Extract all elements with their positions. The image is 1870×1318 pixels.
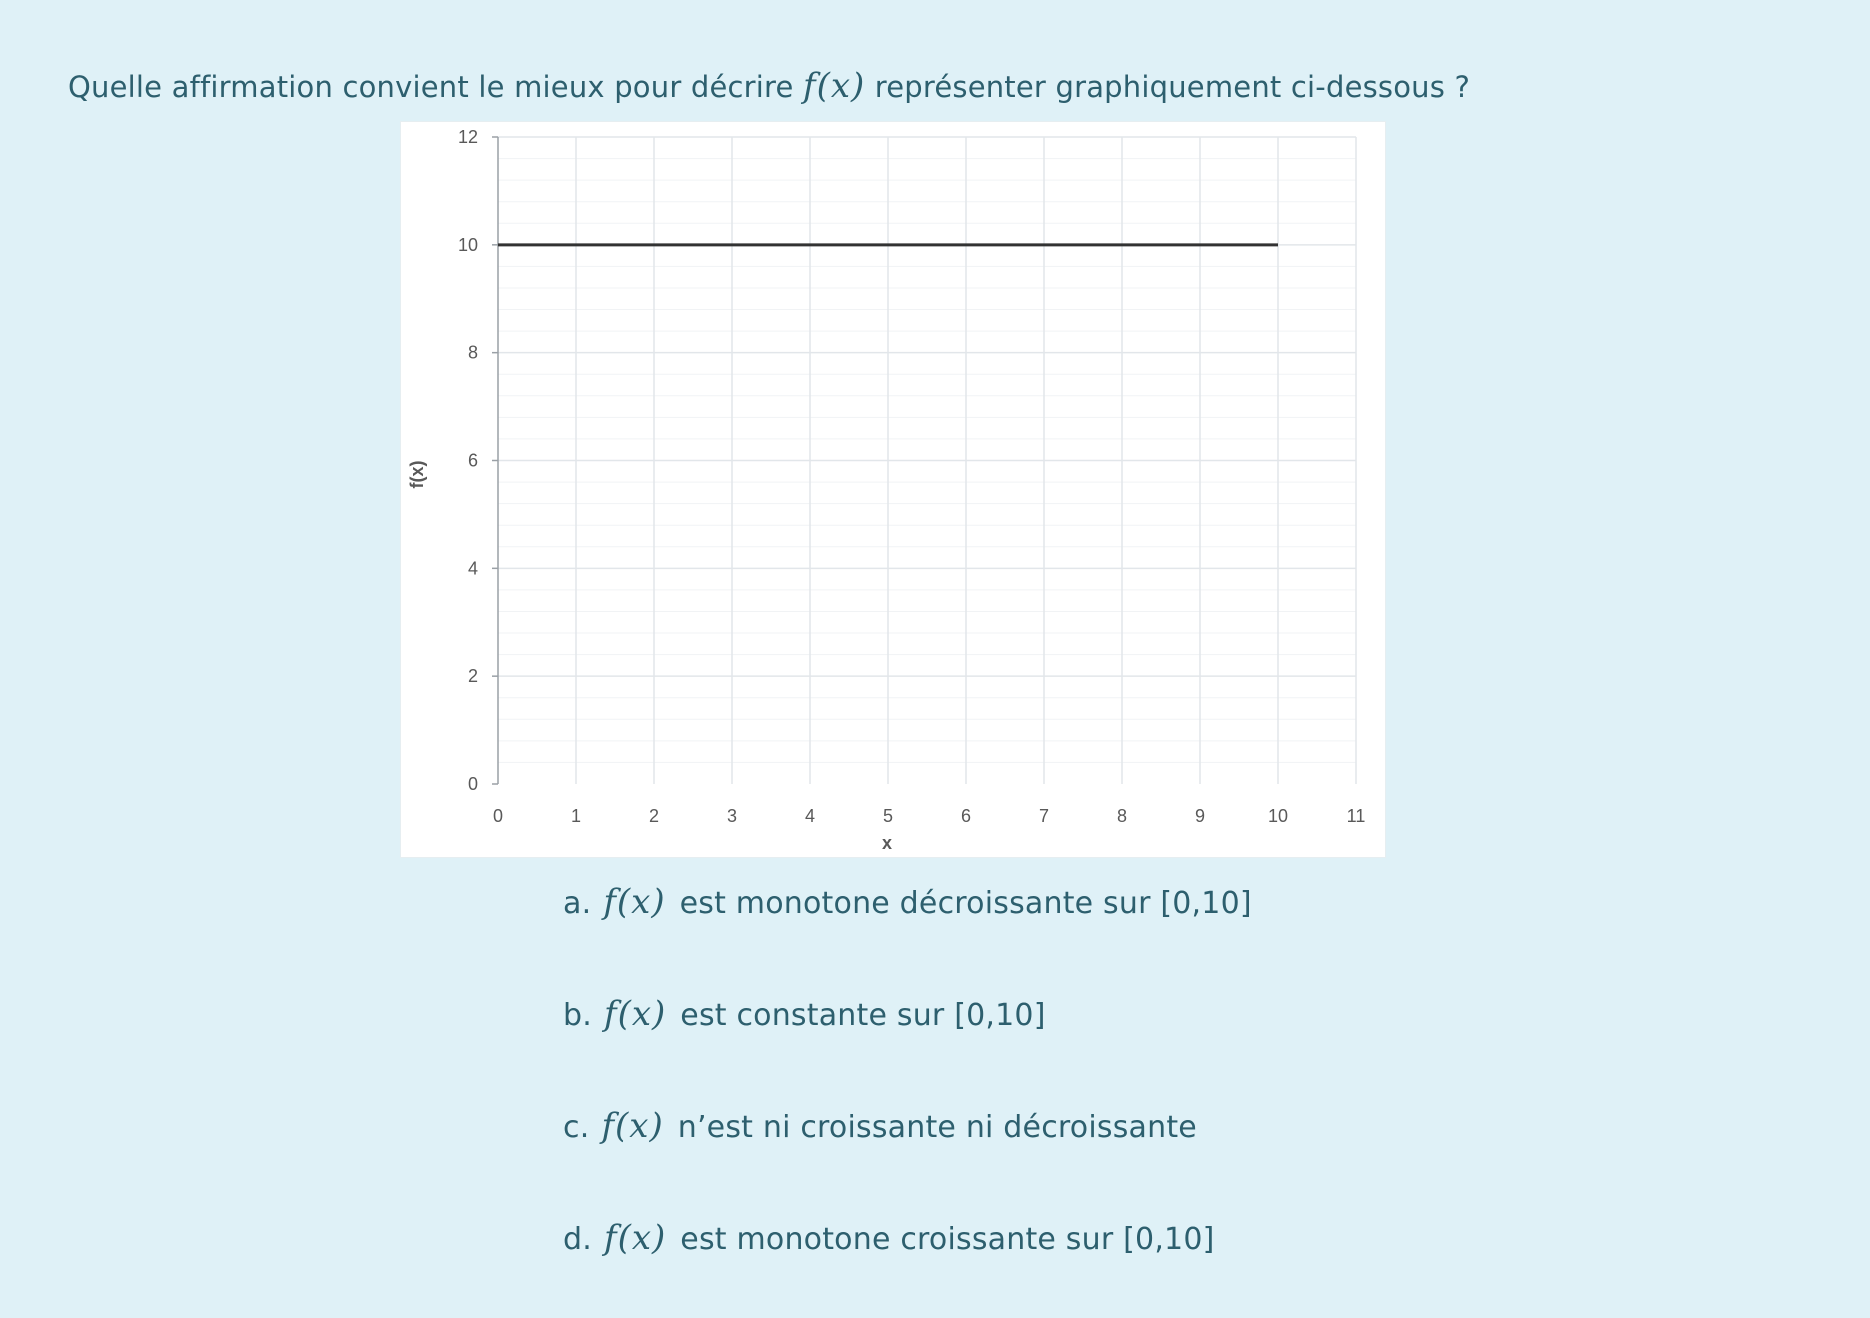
option-a-math: f(x)	[603, 882, 666, 922]
question-text: Quelle affirmation convient le mieux pou…	[68, 62, 1470, 111]
option-d[interactable]: d. f(x) est monotone croissante sur [0,10]	[563, 1214, 1215, 1264]
x-tick-label: 7	[1039, 806, 1049, 826]
option-a[interactable]: a. f(x) est monotone décroissante sur [0,1…	[563, 878, 1252, 928]
option-c-text: n’est ni croissante ni décroissante	[677, 1110, 1197, 1145]
option-d-text: est monotone croissante sur [0,10]	[680, 1222, 1215, 1257]
x-tick-label: 4	[805, 806, 815, 826]
question-text-after: représenter graphiquement ci-dessous ?	[874, 70, 1471, 104]
y-tick-label: 0	[468, 774, 478, 794]
option-a-text: est monotone décroissante sur [0,10]	[679, 886, 1252, 921]
x-tick-label: 10	[1268, 806, 1288, 826]
y-tick-label: 4	[468, 558, 478, 578]
option-b-math: f(x)	[603, 994, 667, 1034]
option-a-letter: a.	[563, 886, 592, 921]
x-tick-label: 6	[961, 806, 971, 826]
x-tick-label: 5	[883, 806, 893, 826]
x-axis-title: x	[882, 833, 892, 853]
y-tick-label: 10	[458, 235, 478, 255]
y-axis-title: f(x)	[407, 461, 427, 489]
x-tick-label: 11	[1347, 806, 1366, 826]
y-tick-label: 2	[468, 666, 478, 686]
y-tick-label: 12	[458, 127, 478, 147]
x-tick-label: 2	[649, 806, 659, 826]
x-tick-label: 8	[1117, 806, 1127, 826]
x-tick-label: 9	[1195, 806, 1205, 826]
option-d-letter: d.	[563, 1222, 592, 1257]
option-d-math: f(x)	[603, 1218, 667, 1258]
option-c[interactable]: c. f(x) n’est ni croissante ni décroissant…	[563, 1102, 1197, 1152]
x-tick-label: 1	[571, 806, 581, 826]
y-tick-label: 6	[468, 451, 478, 471]
option-c-math: f(x)	[601, 1106, 664, 1146]
question-text-before: Quelle affirmation convient le mieux pou…	[68, 70, 794, 104]
x-tick-label: 3	[727, 806, 737, 826]
option-b-letter: b.	[563, 998, 592, 1033]
question-math-fx: f(x)	[803, 66, 866, 106]
option-b-text: est constante sur [0,10]	[680, 998, 1046, 1033]
option-b[interactable]: b. f(x) est constante sur [0,10]	[563, 990, 1046, 1040]
y-tick-label: 8	[468, 343, 478, 363]
chart-panel: 0 2 4 6 8 10 12 0 1 2 3 4 5 6 7 8 9 10 11 x f(x)	[400, 121, 1386, 858]
x-tick-label: 0	[493, 806, 503, 826]
option-c-letter: c.	[563, 1110, 590, 1145]
